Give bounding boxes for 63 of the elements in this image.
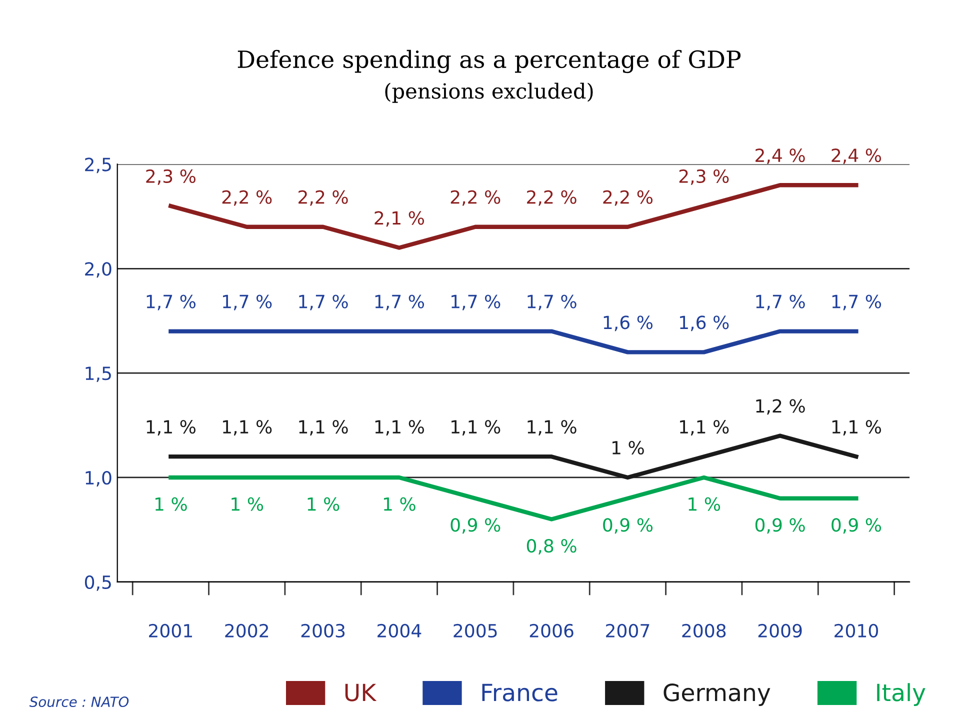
- data-label: 0,8 %: [526, 539, 576, 555]
- legend-label: UK: [345, 684, 377, 702]
- data-label: 1 %: [232, 497, 264, 511]
- data-label: 1 %: [155, 497, 187, 511]
- data-label: 1,1 %: [299, 420, 348, 436]
- chart-title: Defence spending as a percentage of GDP: [238, 50, 741, 74]
- data-label: 1,7 %: [146, 294, 196, 310]
- data-label: 1 %: [612, 440, 644, 455]
- data-label: 2,2 %: [603, 190, 653, 206]
- data-label: 1,1 %: [375, 420, 424, 436]
- data-label: 0,9 %: [450, 518, 500, 534]
- data-label: 2,2 %: [527, 190, 576, 206]
- data-label: 2,2 %: [222, 190, 272, 206]
- data-label: 2,1 %: [374, 211, 424, 227]
- y-tick-label: 1,5: [86, 366, 111, 382]
- data-label: 1,7 %: [528, 294, 576, 310]
- data-label: 2,2 %: [450, 190, 500, 206]
- data-label: 1,6 %: [604, 316, 653, 332]
- x-tick-label: 2008: [682, 624, 726, 638]
- legend-label: France: [482, 684, 558, 702]
- legend-label: Italy: [877, 683, 926, 706]
- x-tick-label: 2004: [378, 624, 422, 638]
- data-label: 1 %: [688, 497, 720, 511]
- chart-subtitle: (pensions excluded): [385, 82, 593, 103]
- data-label: 1,7 %: [375, 294, 424, 310]
- x-tick-label: 2001: [149, 624, 192, 638]
- data-label: 2,4 %: [756, 148, 805, 164]
- x-tick-label: 2006: [530, 624, 574, 638]
- x-tick-label: 2003: [301, 624, 345, 638]
- data-label: 1,2 %: [756, 399, 805, 415]
- data-label: 1,1 %: [146, 420, 196, 436]
- data-label: 1,7 %: [299, 294, 348, 310]
- x-tick-label: 2009: [758, 624, 802, 638]
- data-label: 2,4 %: [832, 148, 882, 164]
- data-label: 1,1 %: [528, 420, 576, 436]
- data-label: 1,7 %: [223, 294, 272, 310]
- data-label: 2,2 %: [298, 190, 348, 206]
- line-series: [168, 183, 858, 250]
- data-label: 1,7 %: [832, 294, 882, 310]
- legend-label: Germany: [664, 684, 770, 706]
- x-tick-label: 2005: [454, 624, 497, 638]
- data-label: 1,7 %: [452, 294, 500, 310]
- data-label: 0,9 %: [603, 518, 653, 534]
- data-label: 2,3 %: [679, 169, 729, 185]
- y-tick-label: 2,0: [85, 262, 112, 278]
- y-tick-label: 0,5: [84, 575, 111, 591]
- y-tick-label: 2,5: [85, 158, 111, 174]
- data-label: 0,9 %: [755, 518, 805, 534]
- data-label: 1,1 %: [680, 420, 729, 436]
- data-label: 1,6 %: [680, 316, 729, 332]
- x-tick-label: 2007: [606, 624, 650, 638]
- data-label: 0,9 %: [832, 518, 882, 534]
- data-label: 2,3 %: [146, 169, 196, 185]
- data-label: 1,7 %: [756, 294, 805, 310]
- data-label: 1,1 %: [223, 420, 272, 436]
- y-tick-label: 1,0: [86, 470, 112, 486]
- data-label: 1 %: [384, 497, 416, 511]
- source-note: Source : NATO: [29, 696, 129, 708]
- data-label: 1,1 %: [452, 420, 500, 436]
- data-label: 1 %: [308, 497, 340, 511]
- x-tick-label: 2010: [834, 624, 878, 638]
- data-label: 1,1 %: [832, 420, 882, 436]
- x-tick-label: 2002: [225, 624, 268, 638]
